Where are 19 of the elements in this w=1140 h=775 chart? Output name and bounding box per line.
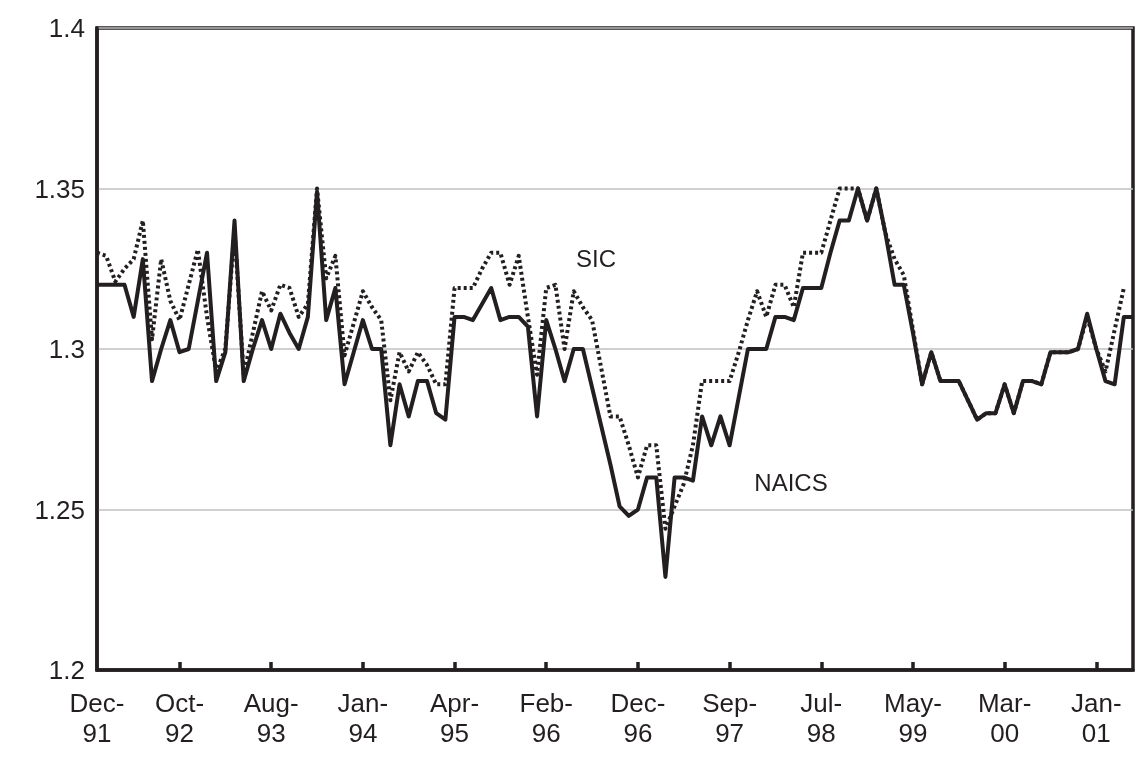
y-tick-label: 1.25 bbox=[34, 494, 85, 525]
y-tick-label: 1.3 bbox=[48, 334, 85, 364]
y-tick-label: 1.4 bbox=[48, 13, 85, 43]
annotation: NAICS bbox=[754, 468, 828, 496]
x-tick-label: Dec-91 bbox=[69, 688, 125, 748]
x-tick-label: Jul-98 bbox=[800, 688, 843, 748]
y-tick-label: 1.2 bbox=[48, 655, 85, 685]
x-tick-label: May-99 bbox=[884, 688, 942, 748]
x-tick-label: Feb-96 bbox=[519, 688, 573, 748]
y-tick-label: 1.35 bbox=[34, 173, 85, 204]
x-tick-label: Jan-01 bbox=[1071, 688, 1122, 748]
annotation: SIC bbox=[575, 244, 617, 272]
x-tick-label: Oct-92 bbox=[154, 688, 205, 748]
x-tick-label: Aug-93 bbox=[243, 688, 299, 748]
x-tick-label: Mar-00 bbox=[977, 688, 1032, 748]
x-tick-label: Apr-95 bbox=[429, 688, 480, 748]
x-tick-label: Jan-94 bbox=[337, 688, 389, 748]
x-tick-label: Sep-97 bbox=[702, 688, 758, 748]
x-tick-label: Dec-96 bbox=[610, 688, 666, 748]
